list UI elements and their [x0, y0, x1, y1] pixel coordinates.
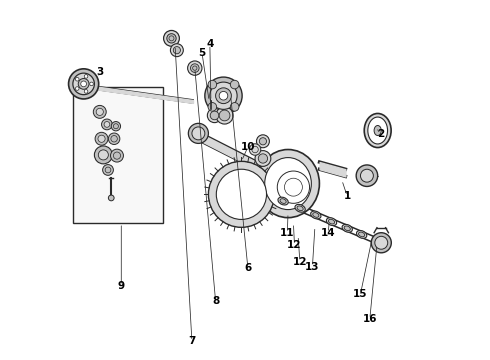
Circle shape: [164, 31, 179, 46]
Text: 11: 11: [280, 228, 294, 238]
Circle shape: [167, 34, 176, 43]
Circle shape: [98, 150, 108, 160]
Circle shape: [81, 81, 87, 87]
Ellipse shape: [368, 117, 388, 144]
Circle shape: [75, 87, 79, 90]
Circle shape: [78, 78, 89, 89]
Circle shape: [188, 123, 208, 143]
Text: 15: 15: [353, 289, 368, 299]
Ellipse shape: [278, 197, 288, 205]
Circle shape: [256, 135, 270, 148]
Circle shape: [249, 144, 261, 155]
Circle shape: [375, 236, 388, 249]
Ellipse shape: [357, 230, 367, 238]
Circle shape: [90, 82, 93, 86]
Ellipse shape: [265, 158, 311, 210]
Ellipse shape: [295, 204, 305, 212]
Circle shape: [191, 64, 199, 72]
Circle shape: [192, 127, 205, 140]
Circle shape: [96, 108, 103, 116]
Text: 12: 12: [293, 257, 307, 267]
Ellipse shape: [313, 213, 319, 217]
Text: 8: 8: [212, 296, 219, 306]
Ellipse shape: [280, 199, 286, 203]
Circle shape: [84, 75, 88, 78]
Circle shape: [171, 44, 183, 57]
Circle shape: [207, 108, 221, 123]
Ellipse shape: [359, 232, 365, 237]
Text: 5: 5: [198, 48, 206, 58]
Ellipse shape: [328, 219, 335, 224]
Circle shape: [188, 61, 202, 75]
Text: 3: 3: [96, 67, 103, 77]
Circle shape: [111, 149, 123, 162]
Circle shape: [104, 122, 110, 127]
Circle shape: [101, 119, 112, 130]
Circle shape: [108, 133, 120, 144]
Ellipse shape: [364, 113, 391, 148]
Circle shape: [216, 88, 231, 104]
Text: 14: 14: [321, 228, 336, 238]
Text: 12: 12: [287, 240, 302, 250]
Circle shape: [111, 122, 121, 131]
Circle shape: [361, 169, 373, 182]
Circle shape: [95, 132, 108, 145]
Circle shape: [219, 91, 228, 100]
Text: 9: 9: [118, 281, 125, 291]
Circle shape: [258, 154, 268, 163]
Circle shape: [108, 195, 114, 201]
Ellipse shape: [326, 218, 337, 226]
Text: 10: 10: [241, 142, 255, 152]
Circle shape: [210, 82, 237, 109]
Circle shape: [69, 69, 98, 99]
Bar: [73, 87, 163, 223]
Circle shape: [95, 146, 112, 164]
Ellipse shape: [257, 149, 319, 218]
Circle shape: [255, 150, 271, 166]
Circle shape: [371, 233, 392, 253]
Circle shape: [75, 77, 79, 81]
Text: 4: 4: [206, 40, 214, 49]
Ellipse shape: [297, 206, 303, 211]
Text: 16: 16: [363, 314, 377, 324]
Circle shape: [208, 161, 274, 227]
Circle shape: [173, 46, 180, 54]
Circle shape: [259, 138, 267, 145]
Text: 2: 2: [377, 129, 384, 139]
Circle shape: [73, 73, 95, 95]
Circle shape: [356, 165, 378, 186]
Circle shape: [84, 90, 88, 93]
Circle shape: [230, 80, 239, 89]
Circle shape: [98, 135, 105, 142]
Circle shape: [102, 165, 113, 175]
Circle shape: [230, 103, 239, 111]
Circle shape: [210, 111, 219, 120]
Ellipse shape: [344, 226, 350, 231]
Ellipse shape: [311, 211, 321, 219]
Circle shape: [208, 80, 217, 89]
Circle shape: [93, 105, 106, 118]
Circle shape: [216, 107, 233, 124]
Circle shape: [219, 110, 230, 121]
Text: 6: 6: [244, 263, 251, 273]
Text: 1: 1: [343, 191, 351, 201]
Ellipse shape: [374, 126, 381, 135]
Text: 7: 7: [188, 336, 196, 346]
Circle shape: [216, 169, 267, 220]
Circle shape: [205, 77, 242, 114]
Text: 13: 13: [305, 262, 319, 272]
Ellipse shape: [342, 224, 352, 232]
Circle shape: [208, 103, 217, 111]
